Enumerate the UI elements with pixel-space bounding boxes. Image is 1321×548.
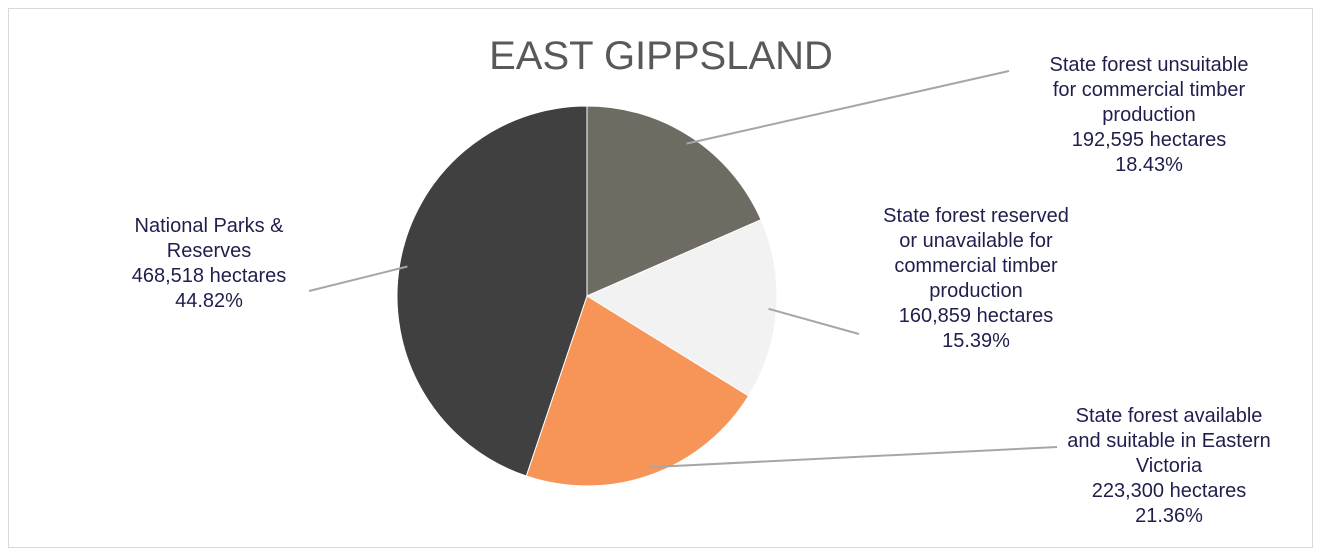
data-label-line: State forest available <box>1076 405 1263 427</box>
data-label-line: Victoria <box>1136 455 1203 477</box>
leader-line-4 <box>308 265 408 292</box>
chart-title: EAST GIPPSLAND <box>489 34 833 78</box>
data-label-value: 160,859 hectares <box>899 305 1054 327</box>
chart-frame: EAST GIPPSLAND State forest unsuitable fo… <box>8 8 1313 548</box>
data-label-4: National Parks & Reserves 468,518 hectares… <box>132 215 287 312</box>
leader-line-1 <box>686 70 1010 145</box>
pie-slice-3 <box>525 295 750 487</box>
data-label-percent: 15.39% <box>942 330 1010 352</box>
leader-lines <box>308 70 1058 469</box>
data-label-1: State forest unsuitable for commercial ti… <box>1049 54 1248 176</box>
data-label-line: production <box>1102 104 1195 126</box>
data-label-line: State forest unsuitable <box>1049 54 1248 76</box>
data-label-line: and suitable in Eastern <box>1067 430 1270 452</box>
pie-slice-1 <box>586 105 762 297</box>
leader-line-2 <box>768 307 860 335</box>
data-label-line: commercial timber <box>894 255 1058 277</box>
pie-slice-4 <box>396 105 588 477</box>
data-label-line: for commercial timber <box>1053 79 1246 101</box>
data-label-line: National Parks & <box>135 215 285 237</box>
data-label-2: State forest reserved or unavailable for c… <box>883 205 1069 352</box>
data-label-line: State forest reserved <box>883 205 1069 227</box>
leader-line-3 <box>648 446 1058 469</box>
data-label-3: State forest available and suitable in Ea… <box>1067 405 1270 527</box>
pie-slices <box>396 105 778 487</box>
data-label-percent: 18.43% <box>1115 154 1183 176</box>
pie-slice-2 <box>585 219 778 397</box>
pie-chart: EAST GIPPSLAND State forest unsuitable fo… <box>132 34 1271 527</box>
data-label-line: Reserves <box>167 240 251 262</box>
data-label-value: 192,595 hectares <box>1072 129 1227 151</box>
data-label-value: 468,518 hectares <box>132 265 287 287</box>
data-label-line: production <box>929 280 1022 302</box>
data-label-value: 223,300 hectares <box>1092 480 1247 502</box>
data-label-percent: 21.36% <box>1135 505 1203 527</box>
data-label-line: or unavailable for <box>899 230 1053 252</box>
data-labels: State forest unsuitable for commercial ti… <box>132 54 1271 527</box>
data-label-percent: 44.82% <box>175 290 243 312</box>
